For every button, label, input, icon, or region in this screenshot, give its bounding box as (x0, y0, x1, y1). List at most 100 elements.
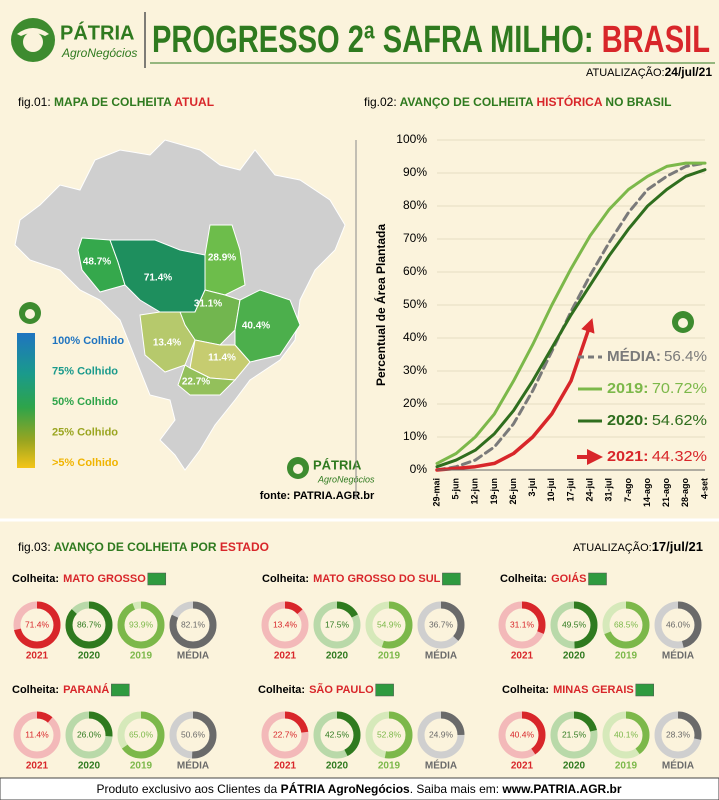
donut-arc (498, 711, 546, 759)
state-title: Colheita: MINAS GERAIS (502, 684, 634, 696)
state-flag (111, 683, 130, 697)
update: ATUALIZAÇÃO:24/jul/21 (586, 65, 712, 79)
donut-label: 52.8% (377, 729, 402, 739)
donut-label: 21.5% (562, 729, 587, 739)
logo-small (672, 311, 694, 333)
logo-small (19, 302, 41, 324)
donut-arc (550, 711, 598, 759)
y-tick-label: 90% (403, 165, 427, 179)
x-tick-label: 31-jul (604, 478, 614, 502)
donut-label: 31.1% (510, 619, 535, 629)
donut-label: 40.1% (614, 729, 639, 739)
fig-title-end: NO BRASIL (605, 95, 671, 109)
legend-label: >5% Colhido (52, 457, 119, 469)
state-name: MINAS GERAIS (553, 684, 634, 696)
donut-label: 50.6% (181, 729, 206, 739)
x-tick-label: 19-jun (489, 478, 499, 505)
colorbar (17, 333, 35, 468)
state-label: Colheita: (12, 573, 59, 585)
donut-year: 2020 (326, 651, 349, 662)
state-name: GOIÁS (551, 572, 586, 585)
legend-name: MÉDIA (607, 348, 656, 365)
region-label: 13.4% (153, 338, 181, 349)
x-tick-label: 12-jun (470, 478, 480, 505)
donut-year: 2021 (274, 651, 297, 662)
x-tick-label: 28-ago (680, 478, 690, 508)
donut-arc (117, 711, 165, 759)
donut-year: 2021 (511, 651, 534, 662)
map-region (234, 289, 301, 363)
donut-year: 2021 (511, 761, 534, 772)
x-tick-label: 26-jun (508, 478, 518, 505)
legend-value: 54.62% (652, 412, 707, 429)
donut-arc (13, 711, 61, 759)
fig-title: AVANÇO DE COLHEITA (400, 95, 534, 109)
donut-label: 26.0% (77, 729, 102, 739)
map-regions: 48.7% 71.4% 28.9% 31.1% 40.4% 13.4% 11.4% 22.7% (77, 224, 301, 396)
legend-name: 2020 (607, 412, 643, 429)
fig-prefix: fig.01: (18, 95, 51, 109)
donut-arc (417, 601, 465, 649)
update: ATUALIZAÇÃO:17/jul/21 (573, 539, 703, 554)
donut-arc (602, 601, 650, 649)
donut-arc (602, 711, 650, 759)
donut-year: 2019 (615, 651, 638, 662)
donut-arc (117, 601, 165, 649)
y-tick-label: 100% (396, 132, 427, 146)
donut-label: 71.4% (25, 619, 50, 629)
donut-year: 2020 (563, 651, 586, 662)
x-tick-label: 29-mai (431, 478, 441, 507)
y-tick-label: 30% (403, 363, 427, 377)
donut-label: 17.5% (325, 619, 350, 629)
legend-label: 100% Colhido (52, 335, 124, 347)
legend-name: 2021 (607, 448, 643, 465)
legend-sep: : (643, 380, 648, 397)
logo-fonte (287, 457, 309, 479)
donut-year: 2020 (78, 761, 101, 772)
donut-label: 42.5% (325, 729, 350, 739)
donut-label: 68.5% (614, 619, 639, 629)
state-flag (375, 683, 394, 697)
state-flag (588, 572, 607, 586)
fig03-title: fig.03: AVANÇO DE COLHEITA POR ESTADO (18, 540, 269, 554)
donut-arc (65, 601, 113, 649)
footer-brand: PÁTRIA AgroNegócios (281, 781, 410, 796)
region-label: 48.7% (83, 257, 111, 268)
x-tick-label: 3-jul (527, 478, 537, 497)
donut-label: 93.9% (129, 619, 154, 629)
footer-part: Produto exclusivo aos Clientes da (96, 782, 277, 796)
region-label: 28.9% (208, 253, 236, 264)
update-label: ATUALIZAÇÃO: (573, 541, 652, 554)
fig-prefix: fig.02: (364, 95, 397, 109)
fig02-title: fig.02: AVANÇO DE COLHEITA HISTÓRICA NO … (364, 94, 671, 109)
donut-label: 40.4% (510, 729, 535, 739)
update-date: 24/jul/21 (665, 65, 713, 79)
donut-arc (169, 711, 217, 759)
fig-prefix: fig.03: (18, 540, 51, 554)
state-label: Colheita: (258, 684, 305, 696)
fig-title: MAPA DE COLHEITA (54, 95, 172, 109)
region-label: 40.4% (242, 321, 270, 332)
donut-year: 2020 (326, 761, 349, 772)
brand: PÁTRIA (60, 21, 134, 44)
line-chart: 0% 10% 20% 30% 40% 50% 60% 70% 80% 90% 100% 29-mai 5… (396, 132, 709, 507)
state-donuts: Colheita: MATO GROSSO 71.4% 2021 86.7% 2020 93… (12, 572, 702, 772)
title-accent: BRASIL (602, 19, 710, 61)
series-line (435, 318, 595, 472)
donut-arc (654, 711, 702, 759)
map-region (177, 364, 237, 396)
state-title: Colheita: GOIÁS (500, 572, 587, 585)
legend-label: 25% Colhido (52, 426, 118, 438)
donut-arc (550, 601, 598, 649)
region-label: 22.7% (182, 377, 210, 388)
region-label: 71.4% (144, 273, 172, 284)
donut-year: MÉDIA (177, 759, 209, 772)
brand-sub: AgroNegócios (317, 474, 375, 484)
state-title: Colheita: SÃO PAULO (258, 683, 374, 696)
state-name: MATO GROSSO DO SUL (313, 573, 441, 585)
y-tick-label: 40% (403, 330, 427, 344)
footer-url: www.PATRIA.AGR.br (501, 782, 621, 796)
x-tick-label: 17-jul (565, 478, 575, 502)
footer-text: Produto exclusivo aos Clientes da PÁTRIA… (96, 781, 621, 796)
fig-title: AVANÇO DE COLHEITA POR (54, 540, 217, 554)
